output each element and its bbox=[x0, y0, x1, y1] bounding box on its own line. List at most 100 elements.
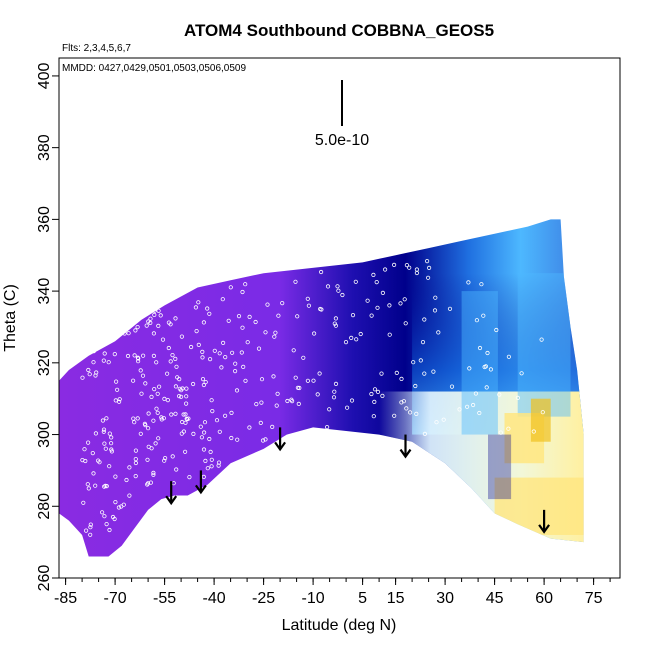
observation-point bbox=[102, 514, 107, 519]
observation-point bbox=[212, 348, 217, 353]
observation-point bbox=[133, 328, 138, 333]
observation-point bbox=[539, 337, 544, 342]
observation-point bbox=[148, 480, 153, 485]
observation-point bbox=[131, 378, 136, 383]
observation-point bbox=[86, 440, 91, 445]
observation-point bbox=[85, 482, 90, 487]
observation-point bbox=[399, 376, 404, 381]
observation-point bbox=[230, 350, 235, 355]
observation-point bbox=[88, 532, 93, 537]
field-region bbox=[461, 291, 498, 435]
observation-point bbox=[432, 308, 438, 313]
observation-point bbox=[498, 430, 503, 435]
observation-point bbox=[358, 331, 363, 337]
observation-point bbox=[159, 415, 164, 420]
observation-point bbox=[173, 384, 178, 389]
observation-point bbox=[506, 426, 511, 431]
observation-point bbox=[177, 393, 182, 399]
observation-point bbox=[174, 364, 179, 369]
observation-point bbox=[241, 364, 246, 369]
observation-point bbox=[138, 368, 143, 373]
observation-point bbox=[160, 337, 166, 342]
observation-point bbox=[88, 522, 93, 527]
y-tick-label: 380 bbox=[36, 134, 53, 161]
observation-point bbox=[233, 368, 238, 374]
observation-point bbox=[143, 422, 148, 428]
observation-point bbox=[474, 318, 479, 323]
observation-point bbox=[274, 403, 279, 408]
observation-point bbox=[186, 416, 191, 421]
observation-point bbox=[154, 360, 159, 365]
observation-point bbox=[177, 376, 182, 382]
observation-point bbox=[354, 337, 359, 342]
observation-point bbox=[436, 330, 441, 335]
observation-point bbox=[104, 521, 109, 527]
observation-point bbox=[203, 379, 208, 385]
observation-point bbox=[350, 312, 356, 318]
plot-frame bbox=[58, 57, 621, 579]
observation-point bbox=[87, 372, 92, 377]
observation-point bbox=[414, 267, 419, 272]
y-tick-label: 260 bbox=[36, 565, 53, 592]
observation-point bbox=[116, 505, 122, 510]
observation-point bbox=[515, 395, 521, 400]
observation-point bbox=[109, 449, 115, 454]
observation-point bbox=[240, 289, 245, 295]
observation-point bbox=[133, 448, 138, 453]
field-region bbox=[488, 434, 512, 500]
observation-point bbox=[449, 384, 455, 389]
observation-point bbox=[146, 411, 151, 416]
observation-point bbox=[84, 528, 89, 533]
observation-point bbox=[158, 313, 163, 318]
x-axis-label: Latitude (deg N) bbox=[282, 617, 397, 634]
observation-point bbox=[107, 431, 112, 436]
observation-point bbox=[184, 416, 189, 421]
observation-point bbox=[243, 282, 248, 287]
observation-point bbox=[387, 303, 392, 308]
observation-point bbox=[107, 527, 112, 533]
observation-point bbox=[259, 400, 264, 405]
observation-point bbox=[157, 384, 162, 389]
observation-point bbox=[481, 313, 486, 318]
observation-point bbox=[263, 330, 268, 335]
observation-point bbox=[285, 398, 290, 404]
observation-point bbox=[380, 290, 385, 295]
observation-point bbox=[146, 444, 151, 449]
observation-point bbox=[101, 358, 106, 363]
observation-point bbox=[398, 301, 403, 306]
observation-point bbox=[139, 391, 144, 396]
observation-point bbox=[233, 361, 238, 366]
observation-point bbox=[275, 391, 280, 396]
observation-point bbox=[219, 365, 224, 370]
observation-point bbox=[115, 387, 120, 392]
observation-point bbox=[270, 424, 275, 429]
x-axis: -85 -70 -55 -40 -25 -10 5 15 30 45 60 75 bbox=[54, 578, 611, 607]
observation-point bbox=[457, 407, 462, 412]
observation-point bbox=[422, 317, 427, 322]
observation-point bbox=[335, 284, 340, 289]
observation-point bbox=[217, 351, 222, 356]
observation-point bbox=[519, 371, 524, 376]
observation-point bbox=[433, 295, 438, 300]
observation-point bbox=[205, 466, 210, 471]
observation-point bbox=[146, 426, 151, 431]
field-region bbox=[530, 398, 551, 442]
observation-point bbox=[113, 474, 118, 479]
observation-point bbox=[202, 430, 207, 435]
observation-point bbox=[91, 360, 96, 365]
observation-point bbox=[331, 395, 337, 400]
observation-point bbox=[265, 302, 270, 307]
observation-point bbox=[208, 356, 213, 362]
observation-point bbox=[324, 424, 330, 430]
observation-point bbox=[203, 458, 208, 463]
observation-point bbox=[332, 321, 337, 326]
observation-point bbox=[375, 389, 381, 394]
observation-point bbox=[289, 398, 295, 404]
observation-point bbox=[271, 374, 276, 379]
observation-point bbox=[473, 391, 478, 396]
observation-point bbox=[223, 354, 228, 360]
observation-point bbox=[141, 353, 146, 358]
observation-point bbox=[467, 366, 472, 371]
observation-point bbox=[221, 340, 226, 345]
observation-point bbox=[253, 319, 258, 325]
